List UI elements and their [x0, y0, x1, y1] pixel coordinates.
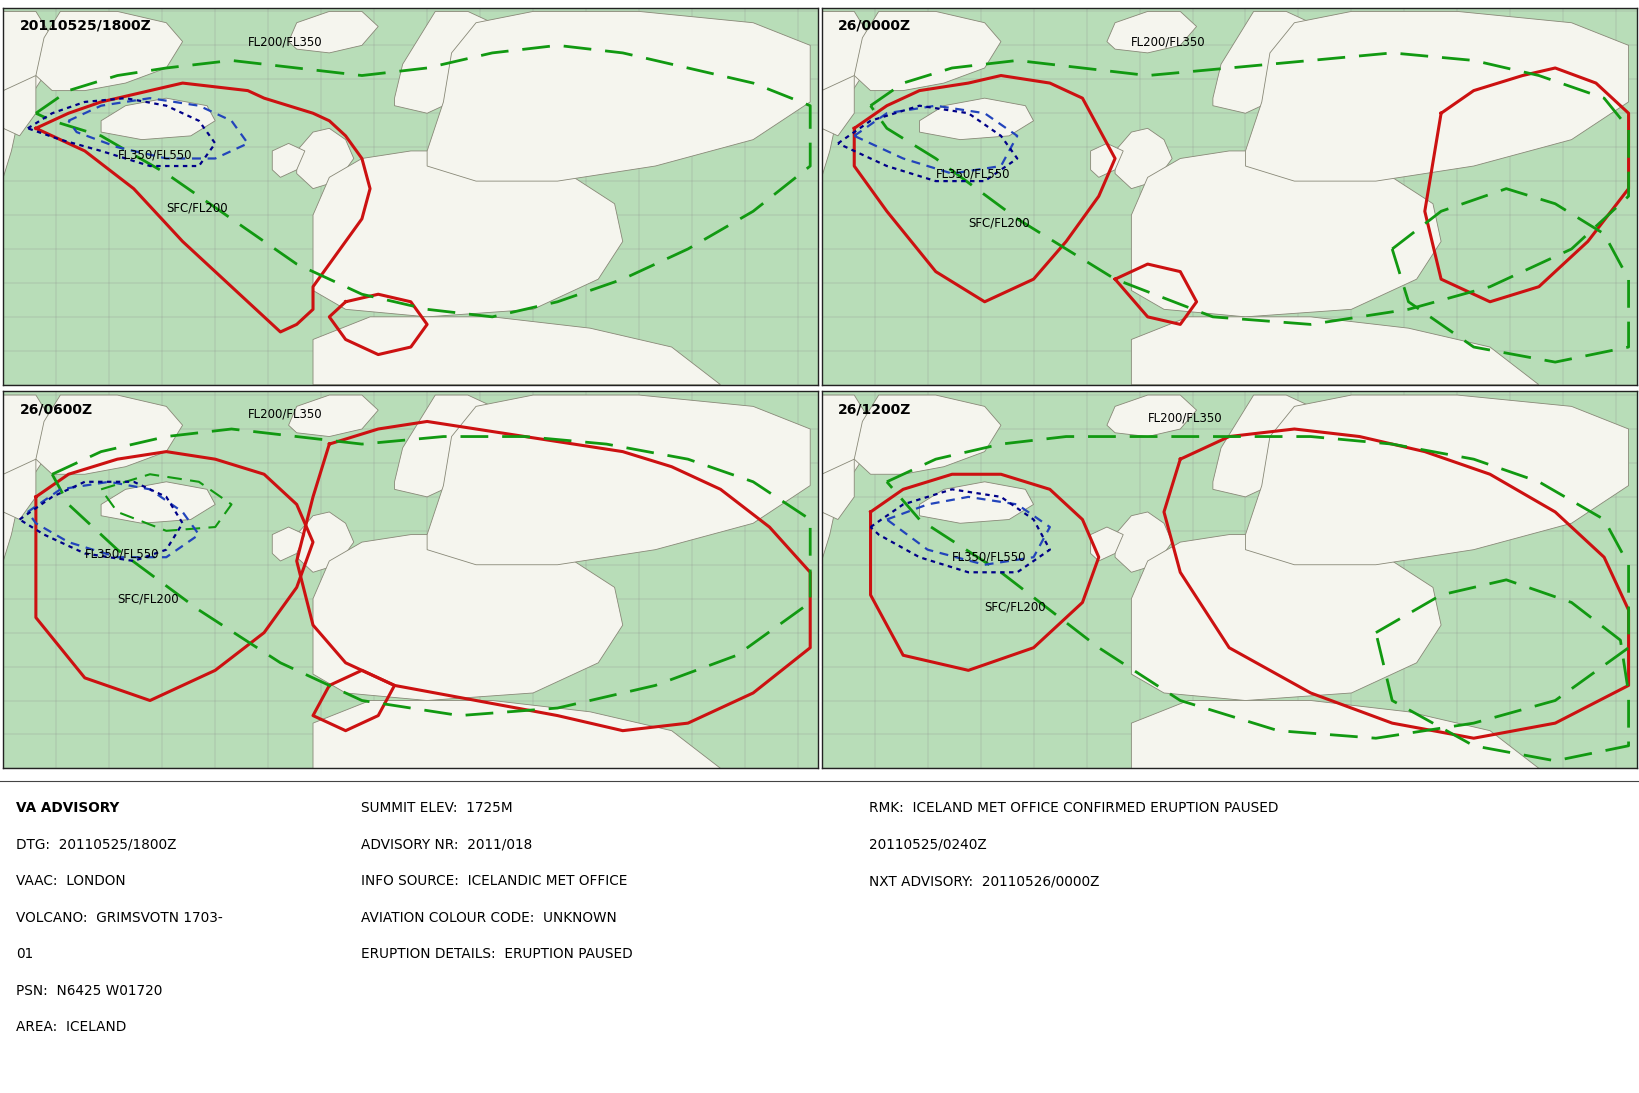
Polygon shape	[1213, 11, 1326, 114]
Polygon shape	[919, 98, 1033, 140]
Polygon shape	[1106, 395, 1196, 436]
Polygon shape	[821, 459, 854, 519]
Polygon shape	[919, 482, 1033, 524]
Polygon shape	[36, 395, 182, 474]
Polygon shape	[102, 98, 215, 140]
Text: FL350/FL550: FL350/FL550	[952, 551, 1026, 564]
Text: SFC/FL200: SFC/FL200	[166, 201, 228, 214]
Text: VA ADVISORY: VA ADVISORY	[16, 801, 120, 815]
Polygon shape	[313, 701, 720, 768]
Polygon shape	[297, 512, 354, 573]
Polygon shape	[288, 11, 379, 52]
Polygon shape	[3, 75, 36, 136]
Text: SUMMIT ELEV:  1725M: SUMMIT ELEV: 1725M	[361, 801, 511, 815]
Polygon shape	[1213, 395, 1326, 497]
Text: SFC/FL200: SFC/FL200	[118, 592, 179, 606]
Polygon shape	[1244, 11, 1628, 181]
Polygon shape	[1115, 128, 1172, 189]
Polygon shape	[1244, 395, 1628, 565]
Polygon shape	[821, 75, 854, 136]
Text: ERUPTION DETAILS:  ERUPTION PAUSED: ERUPTION DETAILS: ERUPTION PAUSED	[361, 948, 633, 961]
Text: 26/0000Z: 26/0000Z	[838, 19, 911, 33]
Text: RMK:  ICELAND MET OFFICE CONFIRMED ERUPTION PAUSED: RMK: ICELAND MET OFFICE CONFIRMED ERUPTI…	[869, 801, 1278, 815]
Text: 26/1200Z: 26/1200Z	[838, 402, 911, 416]
Text: FL200/FL350: FL200/FL350	[1131, 35, 1205, 48]
Text: VAAC:  LONDON: VAAC: LONDON	[16, 874, 126, 889]
Text: INFO SOURCE:  ICELANDIC MET OFFICE: INFO SOURCE: ICELANDIC MET OFFICE	[361, 874, 626, 889]
Polygon shape	[272, 527, 305, 561]
Polygon shape	[1090, 143, 1123, 177]
Polygon shape	[3, 395, 52, 561]
Polygon shape	[395, 11, 508, 114]
Polygon shape	[1131, 317, 1537, 385]
Text: VOLCANO:  GRIMSVOTN 1703-: VOLCANO: GRIMSVOTN 1703-	[16, 910, 223, 925]
Text: 01: 01	[16, 948, 34, 961]
Polygon shape	[1131, 534, 1441, 701]
Polygon shape	[426, 395, 810, 565]
Text: FL350/FL550: FL350/FL550	[85, 548, 159, 561]
Polygon shape	[821, 11, 870, 177]
Text: NXT ADVISORY:  20110526/0000Z: NXT ADVISORY: 20110526/0000Z	[869, 874, 1100, 889]
Text: 20110525/1800Z: 20110525/1800Z	[20, 19, 151, 33]
Text: 20110525/0240Z: 20110525/0240Z	[869, 838, 987, 851]
Polygon shape	[854, 11, 1000, 91]
Polygon shape	[313, 151, 623, 317]
Polygon shape	[395, 395, 508, 497]
Polygon shape	[426, 11, 810, 181]
Text: SFC/FL200: SFC/FL200	[967, 216, 1029, 230]
Text: AREA:  ICELAND: AREA: ICELAND	[16, 1020, 126, 1034]
Polygon shape	[272, 143, 305, 177]
Text: SFC/FL200: SFC/FL200	[983, 600, 1046, 613]
Polygon shape	[36, 11, 182, 91]
Polygon shape	[3, 11, 52, 177]
Polygon shape	[1106, 11, 1196, 52]
Text: AVIATION COLOUR CODE:  UNKNOWN: AVIATION COLOUR CODE: UNKNOWN	[361, 910, 616, 925]
Polygon shape	[313, 534, 623, 701]
Text: 26/0600Z: 26/0600Z	[20, 402, 93, 416]
Polygon shape	[3, 459, 36, 519]
Text: PSN:  N6425 W01720: PSN: N6425 W01720	[16, 984, 162, 998]
Polygon shape	[854, 395, 1000, 474]
Text: FL350/FL550: FL350/FL550	[936, 167, 1010, 180]
Polygon shape	[1115, 512, 1172, 573]
Polygon shape	[313, 317, 720, 385]
Polygon shape	[102, 482, 215, 524]
Text: FL200/FL350: FL200/FL350	[1147, 411, 1221, 424]
Text: ADVISORY NR:  2011/018: ADVISORY NR: 2011/018	[361, 838, 531, 851]
Text: FL200/FL350: FL200/FL350	[247, 35, 323, 48]
Polygon shape	[1131, 701, 1537, 768]
Text: FL200/FL350: FL200/FL350	[247, 408, 323, 421]
Text: DTG:  20110525/1800Z: DTG: 20110525/1800Z	[16, 838, 177, 851]
Polygon shape	[1090, 527, 1123, 561]
Polygon shape	[821, 395, 870, 561]
Polygon shape	[297, 128, 354, 189]
Polygon shape	[288, 395, 379, 436]
Polygon shape	[1131, 151, 1441, 317]
Text: FL350/FL550: FL350/FL550	[118, 149, 192, 162]
